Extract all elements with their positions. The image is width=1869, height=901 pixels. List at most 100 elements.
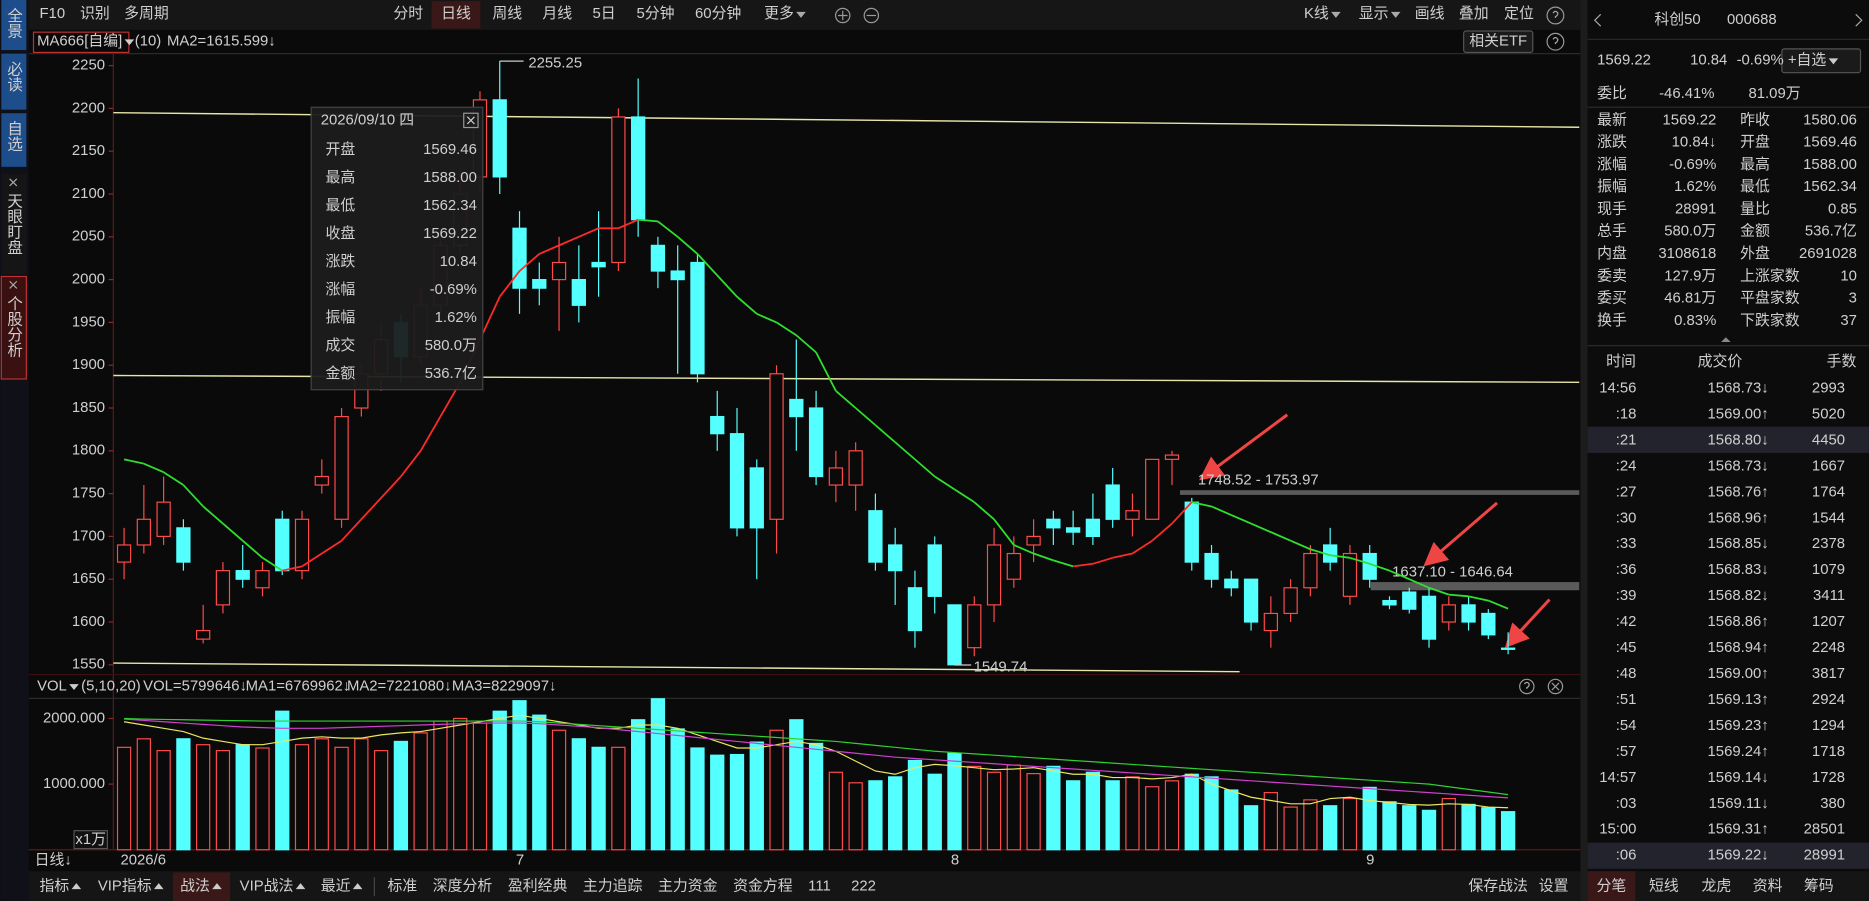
trade-volume: 1667 — [1812, 458, 1845, 474]
candle-body — [1382, 600, 1397, 606]
trade-volume: 5020 — [1812, 406, 1845, 422]
zoom-out[interactable] — [863, 7, 880, 24]
y-tick-label: 1800 — [72, 443, 105, 459]
period-tab[interactable]: 周线 — [492, 5, 522, 22]
help[interactable] — [1519, 678, 1535, 695]
candle-body — [1362, 552, 1377, 580]
sidebar-tab[interactable] — [0, 275, 27, 380]
ma-line — [756, 313, 777, 324]
trade-price: 1568.80↓ — [1708, 432, 1769, 448]
x-tick-label: 2026/6 — [121, 852, 167, 868]
dropdown-icon — [1331, 11, 1341, 18]
sidebar-tab[interactable] — [1, 53, 27, 110]
menu-button[interactable]: 指标 — [39, 878, 69, 895]
watch-button-bg[interactable] — [1781, 48, 1862, 74]
toolbar-item[interactable]: 画线 — [1415, 5, 1445, 22]
trade-price: 1568.85↓ — [1708, 536, 1769, 552]
volume-bar — [1441, 797, 1456, 851]
candle-body — [1006, 552, 1021, 580]
max-label: 2255.25 — [528, 55, 582, 71]
ma-line — [835, 390, 857, 409]
toolbar-item[interactable]: 定位 — [1504, 5, 1534, 22]
ma-line — [1330, 554, 1351, 559]
trade-price: 1568.82↓ — [1708, 588, 1769, 604]
toolbar-item[interactable]: K线 — [1304, 5, 1329, 22]
volume-bar — [927, 773, 942, 851]
stat-label: 委买 — [1597, 290, 1627, 307]
strategy-item[interactable]: 主力追踪 — [583, 878, 643, 895]
zoom-in[interactable] — [834, 7, 851, 24]
trade-price: 1569.22↓ — [1708, 848, 1769, 864]
candle-body — [1342, 552, 1358, 597]
ma-line — [1092, 556, 1113, 565]
trade-time: :39 — [1616, 588, 1637, 604]
stat-value: 536.7亿 — [1805, 223, 1857, 240]
tooltip-label: 振幅 — [325, 309, 355, 326]
toolbar-item[interactable]: 叠加 — [1459, 5, 1489, 22]
candle-body — [710, 415, 725, 435]
y-tick-label: 2100 — [72, 186, 105, 202]
strategy-item[interactable]: 深度分析 — [433, 878, 493, 895]
stat-value: 1562.34 — [1803, 179, 1857, 195]
toolbar-item[interactable]: 显示 — [1359, 6, 1389, 22]
period-tab[interactable]: 5日 — [592, 6, 615, 22]
trade-time: :24 — [1616, 458, 1637, 474]
price-range — [1370, 582, 1580, 591]
period-tab[interactable]: 月线 — [542, 5, 572, 22]
volume-bar — [749, 741, 764, 851]
period-tab[interactable]: 5分钟 — [637, 5, 675, 22]
candle-body — [1204, 552, 1219, 580]
action-link[interactable]: 保存战法 — [1468, 878, 1528, 895]
candle-body — [492, 99, 507, 178]
help[interactable] — [1546, 6, 1565, 25]
volume-ma-line — [124, 717, 1509, 796]
sidebar-tab[interactable] — [1, 0, 27, 51]
menu-button[interactable]: VIP战法 — [240, 878, 294, 895]
strategy-item[interactable]: 资金方程 — [733, 878, 793, 895]
sidebar-tab[interactable] — [1, 174, 27, 275]
close[interactable] — [1547, 678, 1564, 695]
side-tab[interactable]: 龙虎 — [1701, 878, 1731, 895]
unit-box — [73, 830, 108, 850]
collapse-icon[interactable] — [1721, 337, 1731, 343]
side-tab[interactable]: 分笔 — [1597, 878, 1627, 895]
nav-arrows[interactable] — [1593, 13, 1863, 27]
toolbar-item: 识别 — [80, 5, 110, 22]
candle-body — [947, 604, 962, 666]
candle-body — [196, 629, 211, 640]
strategy-item[interactable]: 标准 — [387, 878, 417, 895]
candle-body — [670, 270, 685, 281]
period-tab[interactable]: 日线 — [441, 5, 471, 22]
zoom-in[interactable] — [837, 10, 848, 21]
strategy-item[interactable]: 111 — [808, 879, 831, 895]
ma-line — [499, 270, 521, 298]
strategy-item[interactable]: 主力资金 — [658, 878, 718, 895]
side-tab[interactable]: 资料 — [1753, 878, 1783, 895]
side-tab[interactable]: 短线 — [1649, 878, 1679, 895]
menu-button[interactable]: VIP指标 — [98, 878, 152, 895]
close[interactable] — [1551, 682, 1560, 691]
candle-body — [650, 244, 666, 272]
stock-code: 000688 — [1727, 12, 1777, 28]
tooltip-close[interactable] — [466, 116, 475, 125]
help[interactable] — [1546, 32, 1565, 51]
tooltip-close[interactable] — [463, 112, 479, 129]
period-tab[interactable]: 60分钟 — [695, 5, 741, 22]
candle-body — [1441, 604, 1456, 623]
sidebar-tab[interactable] — [1, 113, 27, 167]
ma-line — [1191, 501, 1212, 508]
icons — [834, 6, 1863, 695]
period-tab[interactable]: 更多 — [764, 5, 794, 22]
row-highlight — [1587, 842, 1869, 869]
volume-bar — [888, 776, 903, 851]
action-link[interactable]: 设置 — [1539, 878, 1569, 895]
side-tab[interactable]: 筹码 — [1804, 878, 1834, 895]
period-tab[interactable]: 分时 — [393, 5, 423, 22]
ma-line — [340, 518, 362, 542]
strategy-item[interactable]: 222 — [851, 879, 876, 895]
menu-button[interactable]: 战法 — [180, 878, 210, 895]
etf-button[interactable] — [1463, 30, 1534, 54]
menu-button[interactable]: 最近 — [321, 878, 351, 895]
volume-bar — [1481, 807, 1496, 851]
strategy-item[interactable]: 盈利经典 — [508, 878, 568, 895]
